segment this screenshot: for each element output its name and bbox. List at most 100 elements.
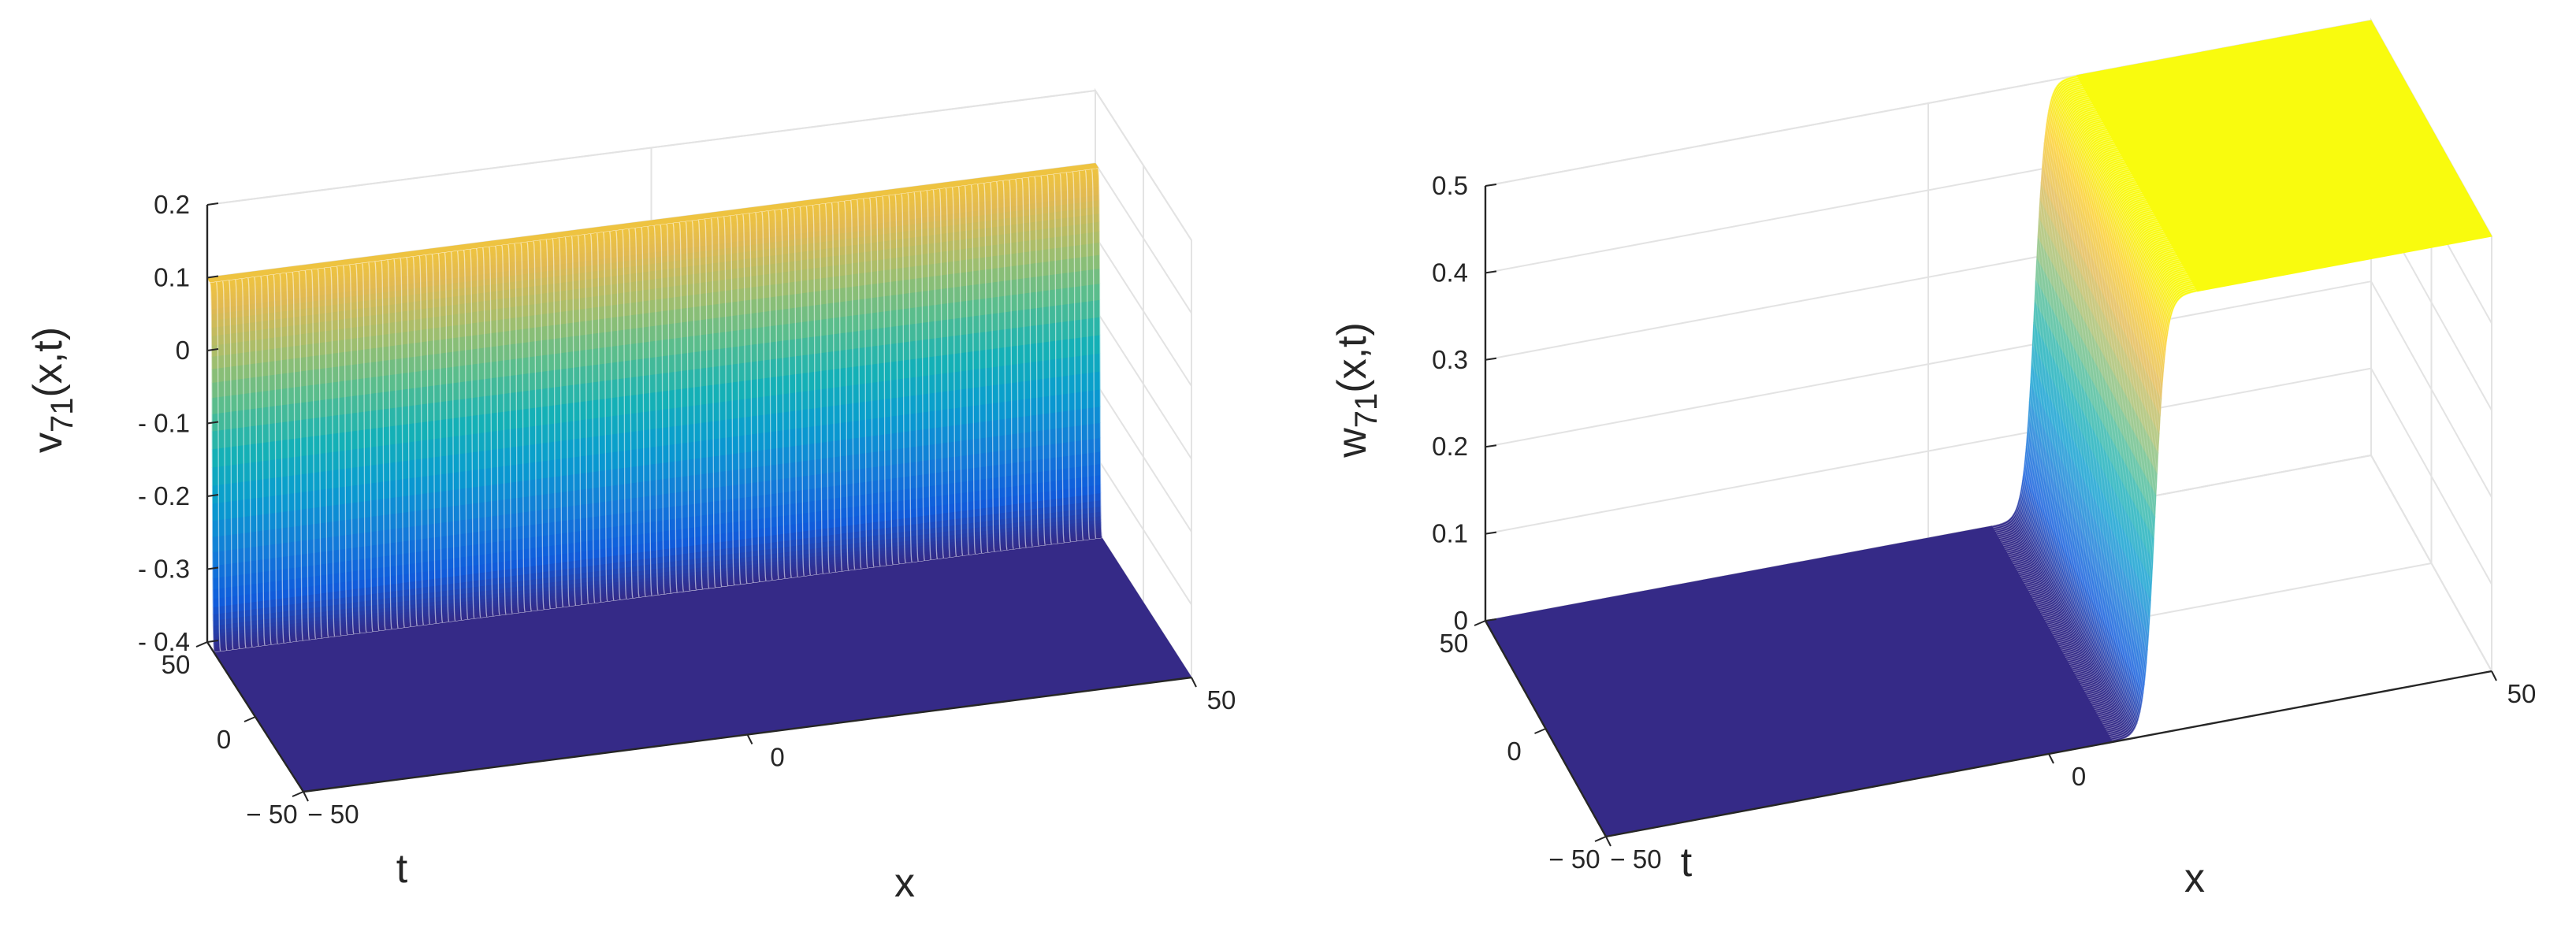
surface-mesh-line bbox=[1065, 173, 1072, 542]
surface-mesh-line bbox=[475, 248, 481, 618]
surface-high-plateau bbox=[2076, 20, 2492, 292]
t-tick bbox=[1534, 728, 1546, 734]
surface-mesh-line bbox=[901, 194, 906, 563]
surface-mesh-line bbox=[362, 263, 367, 633]
x-tick-label: 0 bbox=[2072, 762, 2086, 791]
surface-mesh-line bbox=[348, 265, 355, 634]
surface-mesh-line bbox=[2099, 267, 2185, 719]
z-tick bbox=[1485, 184, 1497, 187]
surface-mesh-line bbox=[768, 210, 773, 581]
surface-mesh-line bbox=[469, 249, 475, 619]
t-tick-label: − 50 bbox=[1548, 844, 1600, 874]
surface-mesh-line bbox=[564, 237, 571, 607]
surface-mesh-line bbox=[1998, 86, 2083, 537]
surface-mesh-line bbox=[932, 189, 939, 559]
surface-mesh-line bbox=[526, 242, 532, 611]
surface-mesh-line bbox=[2017, 121, 2104, 574]
surface-mesh-line bbox=[501, 245, 507, 614]
surface-mesh-line bbox=[1072, 172, 1078, 541]
surface-mesh-line bbox=[2023, 131, 2109, 582]
surface-mesh-line bbox=[266, 275, 272, 645]
x-tick bbox=[2048, 753, 2054, 764]
surface-mesh-line bbox=[1994, 80, 2080, 532]
z-tick bbox=[206, 640, 219, 643]
surface-mesh-line bbox=[577, 235, 583, 605]
surface-mesh-line bbox=[2039, 161, 2126, 613]
x-tick-label: − 50 bbox=[1610, 844, 1661, 874]
surface-mesh-line bbox=[2031, 145, 2117, 597]
surface-mesh-line bbox=[444, 252, 450, 622]
surface-mesh-line bbox=[2038, 158, 2124, 610]
surface-mesh-line bbox=[2009, 106, 2095, 557]
t-tick-label: 50 bbox=[162, 650, 191, 679]
x-tick-label: 50 bbox=[1207, 685, 1236, 715]
surface-mesh-line bbox=[920, 191, 925, 561]
surface-mesh-line bbox=[2001, 91, 2087, 543]
surface-mesh-line bbox=[2104, 277, 2190, 728]
surface-mesh-line bbox=[2046, 172, 2132, 624]
surface-mesh-line bbox=[2004, 96, 2090, 548]
surface-mesh-line bbox=[894, 195, 900, 564]
surface-mesh-line bbox=[2095, 260, 2181, 712]
t-tick bbox=[292, 791, 304, 797]
surface-mesh-line bbox=[2024, 132, 2109, 585]
surface-mesh-line bbox=[2065, 206, 2151, 658]
surface-mesh-line bbox=[2016, 118, 2102, 570]
surface-mesh-line bbox=[856, 199, 862, 569]
surface-mesh-line bbox=[425, 254, 431, 625]
surface-mesh-line bbox=[843, 201, 849, 570]
surface-mesh-line bbox=[2087, 246, 2173, 698]
surface-mesh-line bbox=[1084, 170, 1091, 540]
surface-mesh-line bbox=[2094, 258, 2180, 711]
surface-mesh-line bbox=[1097, 169, 1103, 538]
surface-mesh-line bbox=[456, 251, 463, 621]
surface-mesh-line bbox=[292, 272, 297, 642]
x-tick-label: 50 bbox=[2507, 679, 2537, 708]
surface-mesh-line bbox=[1991, 75, 2077, 527]
surface-mesh-line bbox=[1998, 87, 2084, 540]
z-tick bbox=[206, 348, 219, 351]
surface-mesh-line bbox=[780, 209, 786, 579]
t-axis-label: t bbox=[396, 846, 408, 892]
surface-mesh-line bbox=[495, 246, 500, 615]
surface-mesh-line bbox=[304, 270, 310, 640]
surface-mesh-line bbox=[983, 183, 989, 553]
surface-mesh-line bbox=[622, 229, 627, 599]
surface-mesh-line bbox=[2028, 141, 2115, 593]
surface-mesh-line bbox=[2080, 233, 2166, 685]
surface-mesh-line bbox=[2013, 113, 2098, 565]
x-tick bbox=[746, 734, 753, 744]
surface-mesh-line bbox=[2056, 190, 2142, 642]
z-tick bbox=[206, 494, 219, 497]
surface-mesh-line bbox=[2078, 229, 2164, 681]
surface-mesh-line bbox=[247, 277, 253, 648]
surface-mesh-line bbox=[2062, 201, 2148, 652]
z-tick bbox=[206, 275, 219, 279]
x-tick bbox=[1605, 836, 1611, 847]
surface-mesh-line bbox=[2093, 257, 2179, 708]
surface-mesh-line bbox=[2048, 176, 2134, 628]
surface-mesh-line bbox=[2076, 226, 2162, 677]
surface-mesh-line bbox=[2017, 120, 2102, 572]
surface-mesh-line bbox=[863, 199, 868, 568]
surface-mesh-line bbox=[970, 184, 976, 555]
surface-mesh-line bbox=[2028, 139, 2113, 592]
surface-mesh-line bbox=[2039, 159, 2124, 611]
surface-mesh-line bbox=[209, 283, 215, 652]
surface-mesh-line bbox=[2097, 264, 2183, 715]
surface-mesh-line bbox=[678, 222, 685, 592]
surface-mesh-line bbox=[786, 208, 792, 578]
surface-mesh-line bbox=[2072, 219, 2158, 670]
z-tick bbox=[206, 421, 219, 425]
surface-mesh-line bbox=[2112, 291, 2198, 743]
surface-mesh-line bbox=[837, 202, 843, 571]
surface-mesh-line bbox=[704, 219, 710, 588]
surface-mesh-line bbox=[736, 215, 742, 585]
surface-mesh-line bbox=[400, 258, 405, 628]
surface-mesh-line bbox=[793, 207, 798, 577]
surface-mesh-line bbox=[2074, 222, 2160, 674]
surface-mesh-line bbox=[2044, 169, 2130, 620]
z-tick-label: 0.2 bbox=[154, 190, 190, 219]
